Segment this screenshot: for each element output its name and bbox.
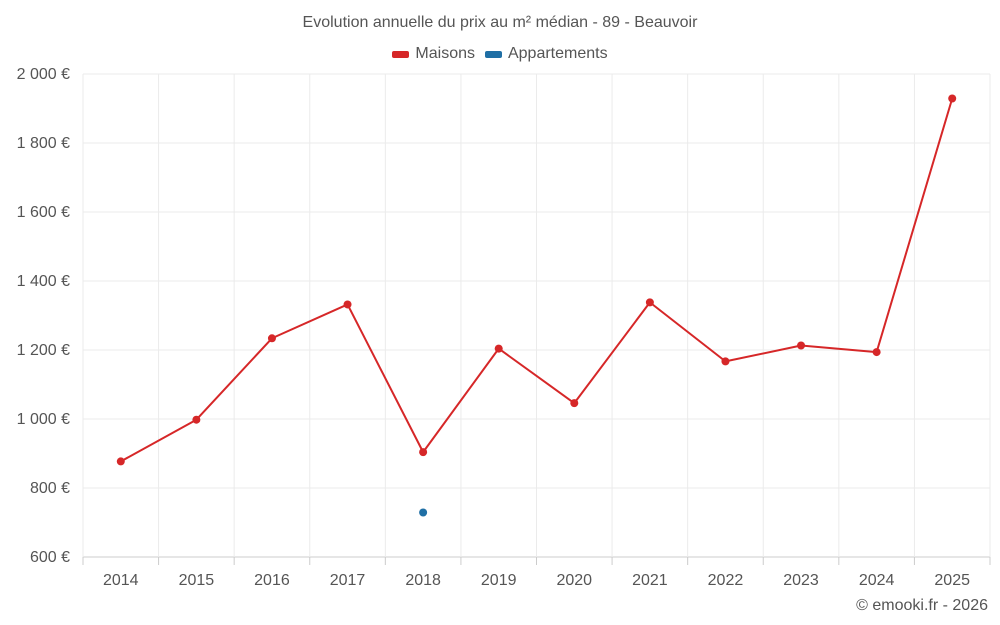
legend-swatch-maisons bbox=[392, 50, 410, 58]
x-tick-label: 2019 bbox=[481, 572, 517, 589]
y-tick-label: 1 400 € bbox=[17, 273, 70, 290]
x-tick-label: 2015 bbox=[179, 572, 215, 589]
credit-text: © emooki.fr - 2026 bbox=[856, 597, 988, 614]
x-tick-label: 2017 bbox=[330, 572, 366, 589]
x-tick-label: 2021 bbox=[632, 572, 668, 589]
y-tick-label: 600 € bbox=[30, 549, 70, 566]
x-tick-label: 2025 bbox=[934, 572, 970, 589]
y-tick-label: 1 600 € bbox=[17, 204, 70, 221]
chart-title: Evolution annuelle du prix au m² médian … bbox=[302, 14, 698, 31]
legend-label-appartements: Appartements bbox=[507, 45, 608, 62]
data-point-maisons-2025 bbox=[948, 94, 957, 103]
y-tick-label: 2 000 € bbox=[17, 66, 70, 83]
series-line-maisons bbox=[120, 98, 954, 463]
y-tick-label: 1 200 € bbox=[17, 342, 70, 359]
data-point-maisons-2022 bbox=[721, 357, 730, 366]
y-tick-label: 1 000 € bbox=[17, 411, 70, 428]
x-tick-label: 2016 bbox=[254, 572, 290, 589]
legend-item-maisons[interactable]: Maisons bbox=[392, 45, 475, 63]
data-point-appartements-2018 bbox=[419, 508, 428, 517]
data-point-maisons-2023 bbox=[797, 341, 806, 350]
y-tick-label: 800 € bbox=[30, 480, 70, 497]
x-tick-label: 2018 bbox=[405, 572, 441, 589]
y-tick-label: 1 800 € bbox=[17, 135, 70, 152]
legend-swatch-appartements bbox=[484, 50, 502, 58]
data-point-maisons-2024 bbox=[872, 348, 881, 357]
legend: Maisons Appartements bbox=[0, 45, 1000, 63]
legend-item-appartements[interactable]: Appartements bbox=[484, 45, 608, 63]
data-point-maisons-2019 bbox=[494, 344, 503, 353]
data-point-maisons-2018 bbox=[419, 448, 428, 457]
x-tick-label: 2023 bbox=[783, 572, 819, 589]
x-tick-label: 2020 bbox=[556, 572, 592, 589]
x-tick-label: 2014 bbox=[103, 572, 139, 589]
data-point-maisons-2021 bbox=[645, 298, 654, 307]
data-point-maisons-2017 bbox=[343, 300, 352, 309]
data-point-maisons-2015 bbox=[192, 415, 201, 424]
legend-label-maisons: Maisons bbox=[415, 45, 475, 62]
data-point-maisons-2016 bbox=[267, 334, 276, 343]
x-tick-label: 2022 bbox=[708, 572, 744, 589]
data-point-maisons-2014 bbox=[116, 457, 125, 466]
data-point-maisons-2020 bbox=[570, 399, 579, 408]
x-tick-label: 2024 bbox=[859, 572, 895, 589]
